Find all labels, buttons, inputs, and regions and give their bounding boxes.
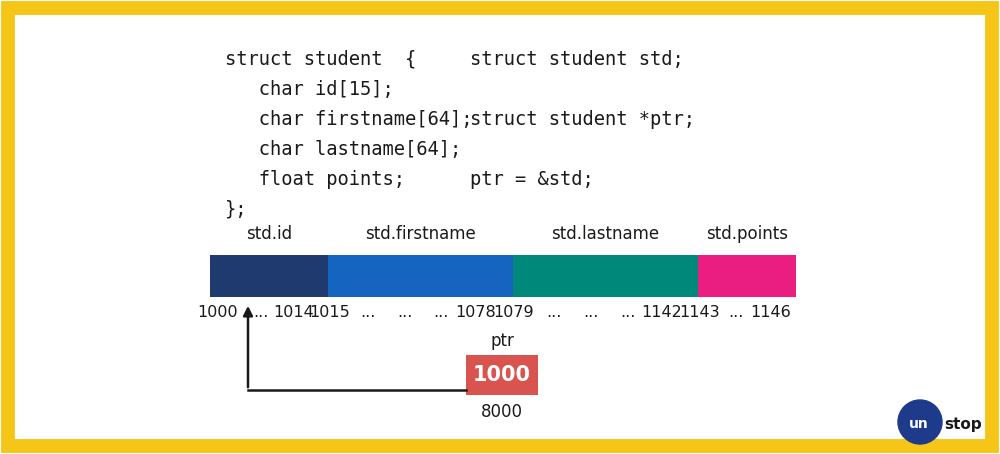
Text: };: }; bbox=[225, 200, 248, 219]
Text: ...: ... bbox=[397, 305, 413, 320]
Text: 1079: 1079 bbox=[494, 305, 534, 320]
Text: ...: ... bbox=[583, 305, 599, 320]
Text: ...: ... bbox=[728, 305, 744, 320]
Bar bbox=[698, 255, 796, 297]
Text: ...: ... bbox=[360, 305, 376, 320]
FancyBboxPatch shape bbox=[8, 8, 992, 446]
Text: char lastname[64];: char lastname[64]; bbox=[225, 140, 461, 159]
Text: ptr: ptr bbox=[490, 332, 514, 350]
Circle shape bbox=[898, 400, 942, 444]
Bar bbox=[513, 255, 698, 297]
Text: struct student std;: struct student std; bbox=[470, 50, 684, 69]
Text: ...: ... bbox=[253, 305, 269, 320]
Text: char firstname[64];: char firstname[64]; bbox=[225, 110, 473, 129]
Text: char id[15];: char id[15]; bbox=[225, 80, 394, 99]
Text: ptr = &std;: ptr = &std; bbox=[470, 170, 594, 189]
Text: 1000: 1000 bbox=[473, 365, 531, 385]
Bar bbox=[328, 255, 513, 297]
Text: 1143: 1143 bbox=[680, 305, 720, 320]
Text: ...: ... bbox=[620, 305, 636, 320]
Text: ...: ... bbox=[433, 305, 449, 320]
Text: 1000: 1000 bbox=[198, 305, 238, 320]
Text: 1078: 1078 bbox=[456, 305, 496, 320]
Text: struct student *ptr;: struct student *ptr; bbox=[470, 110, 695, 129]
Text: std.points: std.points bbox=[706, 225, 788, 243]
Text: std.id: std.id bbox=[246, 225, 292, 243]
Text: stop: stop bbox=[944, 416, 982, 431]
Text: ...: ... bbox=[546, 305, 562, 320]
Text: std.lastname: std.lastname bbox=[551, 225, 660, 243]
Bar bbox=[210, 255, 328, 297]
Text: std.firstname: std.firstname bbox=[365, 225, 476, 243]
Text: float points;: float points; bbox=[225, 170, 405, 189]
Text: un: un bbox=[909, 417, 929, 431]
Bar bbox=[466, 355, 538, 395]
Text: 1146: 1146 bbox=[751, 305, 791, 320]
Text: 1014: 1014 bbox=[274, 305, 314, 320]
Text: 1015: 1015 bbox=[310, 305, 350, 320]
Text: 1142: 1142 bbox=[642, 305, 682, 320]
Text: struct student  {: struct student { bbox=[225, 50, 416, 69]
Text: 8000: 8000 bbox=[481, 403, 523, 421]
